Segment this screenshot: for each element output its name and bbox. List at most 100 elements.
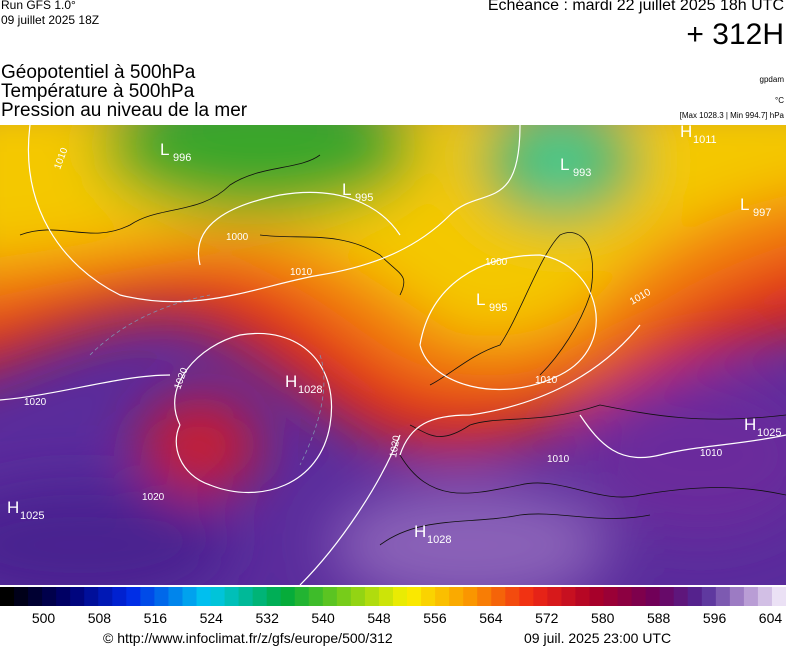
colorbar-swatch — [56, 587, 71, 606]
colorbar-swatch — [477, 587, 492, 606]
colorbar-swatch — [28, 587, 43, 606]
colorbar-tick-label: 516 — [143, 610, 168, 626]
colorbar-swatch — [701, 587, 717, 606]
colorbar-swatch — [294, 587, 310, 606]
colorbar-swatch — [407, 587, 422, 606]
center-value: 995 — [489, 302, 507, 314]
colorbar-swatch — [210, 587, 226, 606]
colorbar-swatch — [631, 587, 647, 606]
colorbar-swatch — [168, 587, 183, 606]
colorbar-swatch — [84, 587, 99, 606]
colorbar-tick-label: 572 — [535, 610, 559, 626]
center-letter: H — [285, 372, 297, 391]
colorbar-swatch — [757, 587, 773, 606]
colorbar-swatch — [154, 587, 169, 606]
isobar-label: 1020 — [388, 434, 403, 458]
colorbar-swatch — [112, 587, 127, 606]
colorbar-tick-label: 532 — [255, 610, 279, 626]
colorbar-swatch — [589, 587, 605, 606]
colorbar-swatch — [98, 587, 113, 606]
center-value: 1011 — [693, 134, 717, 146]
coastlines — [19, 154, 786, 546]
colorbar-swatch — [435, 587, 450, 606]
colorbar-swatch — [659, 587, 675, 606]
center-letter: L — [740, 195, 749, 214]
run-date: 09 juillet 2025 18Z — [1, 13, 100, 27]
colorbar-swatch — [280, 587, 296, 606]
isobar-label: 1010 — [535, 375, 558, 386]
colorbar-swatch — [617, 587, 633, 606]
colorbar-swatch — [70, 587, 85, 606]
isobar-label: 1020 — [24, 397, 47, 408]
colorbar-tick-label: 500 — [31, 610, 56, 626]
colorbar-swatch — [547, 587, 562, 606]
colorbar-tick-label: 524 — [199, 610, 223, 626]
colorbar-swatch — [196, 587, 212, 606]
center-letter: H — [414, 522, 426, 541]
colorbar-swatch — [687, 587, 703, 606]
colorbar-swatch — [771, 587, 786, 606]
colorbar-swatch — [729, 587, 745, 606]
colorbar-swatch — [519, 587, 534, 606]
isobars — [0, 125, 786, 585]
isobar-label: 1020 — [142, 492, 165, 503]
colorbar-swatch — [378, 587, 394, 606]
colorbar-swatch — [575, 587, 590, 606]
colorbar-swatch — [182, 587, 197, 606]
colorbar-swatch — [505, 587, 520, 606]
colorbar-tick-label: 596 — [702, 610, 727, 626]
colorbar-swatch — [491, 587, 506, 606]
colorbar-swatch — [645, 587, 661, 606]
isobar-label: 1000 — [485, 257, 508, 268]
colorbar-tick-label: 548 — [367, 610, 391, 626]
colorbar-tick-label: 508 — [87, 610, 112, 626]
center-letter: L — [342, 180, 351, 199]
colorbar-swatch — [603, 587, 619, 606]
colorbar-swatch — [308, 587, 324, 606]
colorbar-swatch — [350, 587, 366, 606]
unit: [Max 1028.3 | Min 994.7] hPa — [679, 111, 784, 120]
colorbar-swatch — [322, 587, 338, 606]
colorbar-tick-label: 556 — [423, 610, 447, 626]
center-value: 1028 — [298, 384, 322, 396]
colorbar-swatch — [42, 587, 57, 606]
field: Température à 500hPa — [1, 81, 195, 102]
center-value: 995 — [355, 192, 373, 204]
center-value: 1025 — [757, 427, 781, 439]
colorbar-labels: 500 508 516 524 532 540 548 556 564 572 580 588 596 6… — [16, 610, 786, 626]
isobar-label: 1000 — [226, 232, 249, 243]
center-letter: L — [476, 290, 485, 309]
colorbar-swatch — [336, 587, 352, 606]
colorbar-swatch — [266, 587, 282, 606]
isobar-label: 1010 — [547, 454, 570, 465]
field-shading — [0, 125, 786, 585]
colorbar-swatch — [561, 587, 576, 606]
colorbar-tick-label: 580 — [591, 610, 615, 626]
unit: °C — [775, 96, 784, 105]
colorbar-swatch — [364, 587, 380, 606]
run: Run GFS 1.0° — [1, 0, 76, 12]
footer-url: © http://www.infoclimat.fr/z/gfs/europe/… — [103, 630, 393, 646]
colorbar-swatch — [0, 587, 15, 606]
center-value: 1025 — [20, 510, 44, 522]
colorbar-swatch — [252, 587, 268, 606]
colorbar-swatch — [715, 587, 731, 606]
colorbar-tick-label: 564 — [479, 610, 503, 626]
field: Pression au niveau de la mer — [1, 100, 248, 121]
center-value: 993 — [573, 167, 591, 179]
temperature-contours — [89, 294, 325, 466]
center-value: 996 — [173, 152, 191, 164]
lead-time: + 312H — [686, 18, 784, 51]
footer-time: 09 juil. 2025 23:00 UTC — [524, 630, 672, 646]
colorbar-tick-label: 604 — [758, 610, 783, 626]
colorbar-swatch — [14, 587, 29, 606]
isobar-label: 1010 — [290, 267, 313, 278]
center-letter: H — [680, 125, 692, 141]
colorbar-swatch — [421, 587, 436, 606]
field: Géopotentiel à 500hPa — [1, 62, 196, 83]
colorbar-swatch — [224, 587, 240, 606]
colorbar-swatch — [393, 587, 408, 606]
colorbar-swatch — [238, 587, 254, 606]
